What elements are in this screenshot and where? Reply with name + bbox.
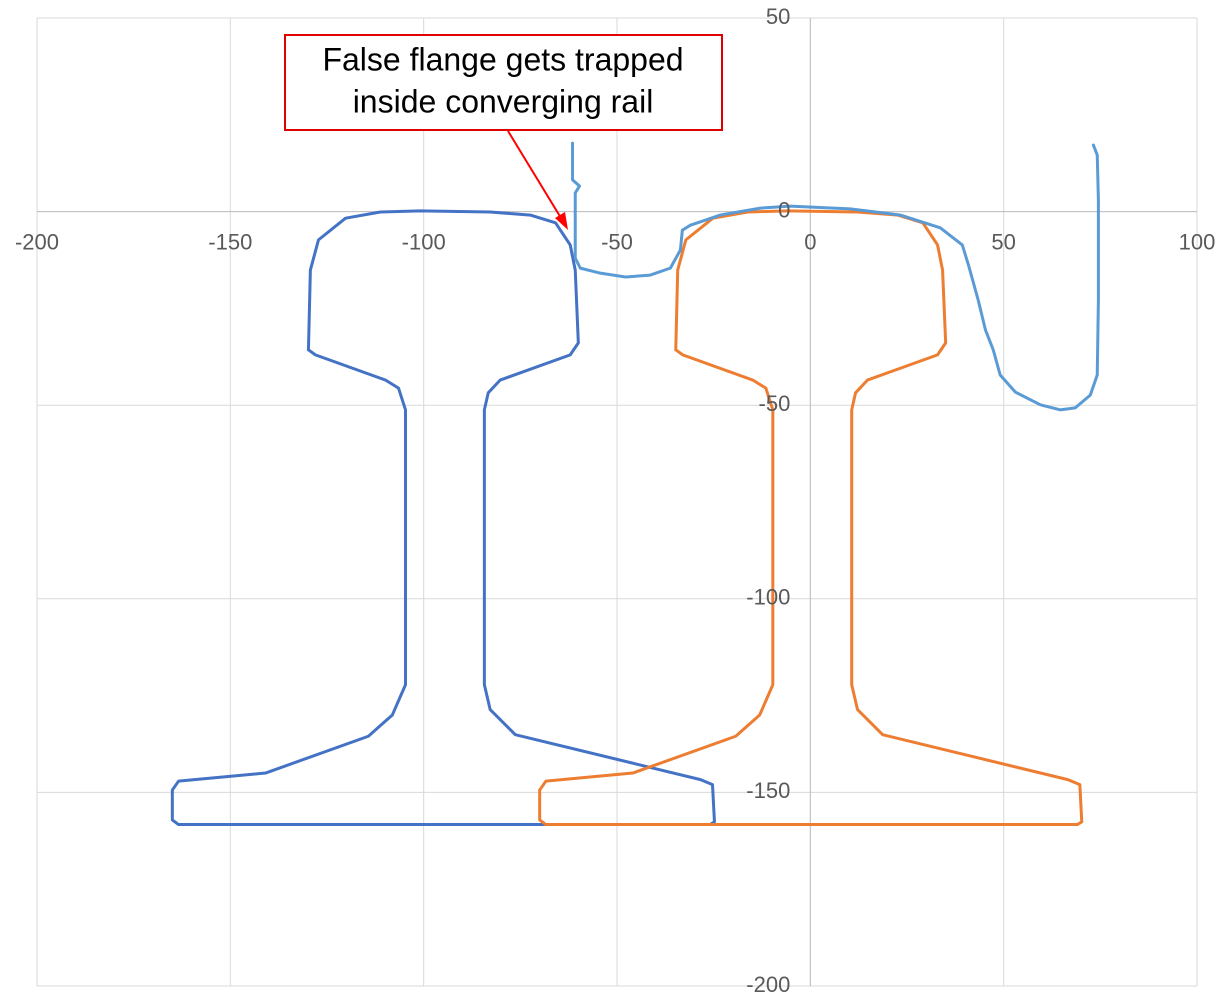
y-tick-label: 0 — [778, 197, 790, 222]
x-tick-label: -200 — [15, 229, 59, 254]
plot-lines — [170, 141, 1100, 827]
series-line — [538, 209, 1084, 827]
annotation-line: False flange gets trapped — [322, 41, 683, 77]
x-tick-label: 0 — [804, 229, 816, 254]
annotation-arrow — [507, 130, 562, 219]
grid — [36, 17, 1198, 987]
y-tick-label: -200 — [746, 972, 790, 997]
x-tick-label: 50 — [991, 229, 1015, 254]
x-tick-label: -150 — [208, 229, 252, 254]
y-tick-label: 50 — [766, 4, 790, 29]
annotation-line: inside converging rail — [353, 83, 654, 119]
y-tick-label: -150 — [746, 778, 790, 803]
x-tick-label: -100 — [402, 229, 446, 254]
y-tick-label: -50 — [759, 391, 791, 416]
annotation-box — [284, 34, 723, 131]
series-line — [170, 209, 716, 827]
x-tick-label: 100 — [1179, 229, 1216, 254]
y-tick-label: -100 — [746, 585, 790, 610]
tick-labels: -200 -150 -100 -50 0 50 100 -200 -150 -100 -50 0 50 — [15, 4, 1215, 997]
annotation-arrowhead — [555, 212, 568, 230]
series-line — [571, 141, 1100, 412]
annotation: False flange gets trapped inside converg… — [284, 34, 723, 230]
x-tick-label: -50 — [601, 229, 633, 254]
